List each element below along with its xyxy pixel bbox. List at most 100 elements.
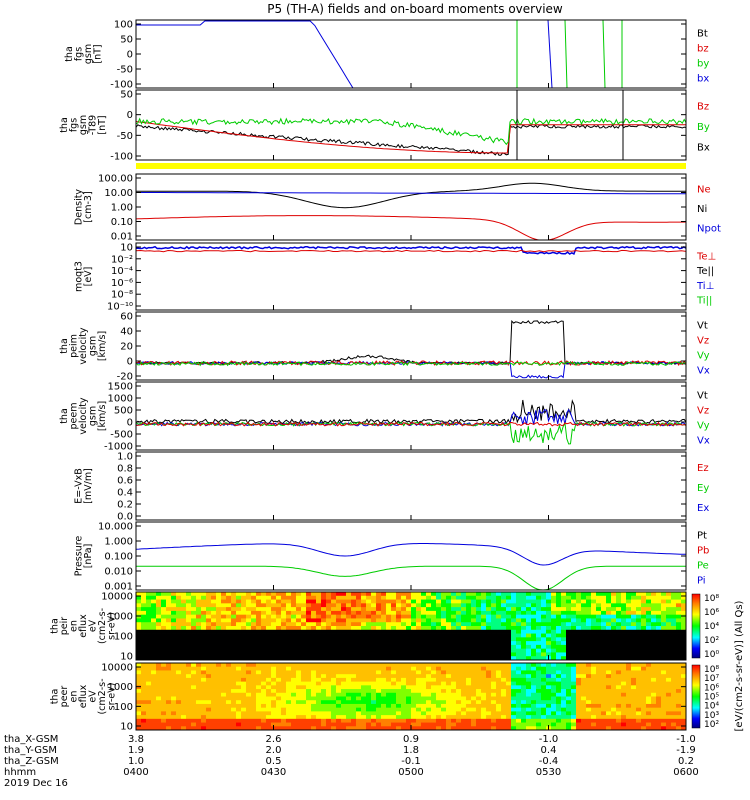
y-tick-label: 1500 (108, 382, 133, 393)
y-tick-label: 0 (127, 110, 133, 121)
legend-label: Vy (697, 421, 710, 432)
time-tick-label: 0600 (673, 767, 698, 778)
y-tick-label: 100.00 (98, 174, 133, 185)
ephemeris-value: 0.9 (403, 734, 419, 745)
ephemeris-row-label: tha_Z-GSM (4, 756, 59, 767)
y-tick-label: 10 (120, 722, 133, 733)
y-tick-label: 60 (120, 312, 133, 323)
panel-frame (135, 311, 687, 381)
y-axis-label: tha (64, 46, 75, 62)
legend-label: Vx (697, 436, 710, 447)
y-axis-label: velocity (78, 327, 89, 365)
y-axis-label: sr-eV) (107, 612, 118, 640)
y-axis-label: [km/s] (97, 331, 108, 361)
y-axis-label: gsm (83, 44, 94, 64)
y-tick-label: 50 (120, 35, 133, 46)
panel-3: 100.00 10.00 1.00 0.10 0.01 Density[cm-3] Ne Ni… (73, 173, 721, 243)
ephemeris-value: 1.8 (403, 745, 419, 756)
y-axis-label: eflux (78, 684, 89, 708)
y-axis-label: peem (69, 403, 80, 430)
panel-7: 1.00.80.60.40.20.0 E=-VxB[mV/m] Ez Ey Ex (73, 451, 709, 523)
y-axis-label: fgs (73, 47, 84, 61)
y-axis-label: (cm2-s- (97, 678, 108, 714)
panel-9: 10⁸ 10⁶ 10⁴ 10² 10⁰ [eV/(cm2-s-sr-eV)] (All Q… (50, 591, 745, 731)
panel-frame (135, 521, 687, 591)
date-label: 2019 Dec 16 (4, 778, 68, 789)
y-tick-label: 0.8 (117, 464, 133, 475)
y-axis-label: tha (59, 338, 70, 354)
y-axis-label: tha (50, 618, 61, 634)
legend-label: Pe (697, 561, 709, 572)
y-axis-label: tha (59, 408, 70, 424)
y-axis-label: gsm (88, 336, 99, 356)
legend-label: Vz (697, 406, 709, 417)
y-tick-label: 0.6 (117, 476, 133, 487)
y-tick-label: 0 (127, 418, 133, 429)
ephemeris-row-label: tha_Y-GSM (4, 745, 57, 756)
series-te-perp (136, 249, 686, 253)
y-tick-label: 0.2 (117, 500, 133, 511)
y-tick-label: 10.000 (98, 522, 133, 533)
colorbar-label: [eV/(cm2-s-sr-eV)] (All Qs) (734, 600, 745, 731)
y-tick-label: 20 (120, 342, 133, 353)
legend-label: Pt (697, 531, 707, 542)
series-vz (136, 421, 686, 427)
legend-label: Npot (697, 223, 721, 234)
ephemeris-row-label: tha_X-GSM (4, 734, 58, 745)
y-axis-label: moqt3 (73, 261, 84, 292)
colorbar-tick-label: 10³ (704, 711, 719, 721)
y-axis-label: Pressure (73, 536, 84, 577)
ephemeris-value: -0.4 (539, 756, 559, 767)
series-pe (136, 565, 686, 590)
ephemeris-value: -0.1 (401, 756, 421, 767)
series-vy (136, 421, 686, 445)
y-tick-label: 0.010 (104, 567, 133, 578)
y-tick-label: 0.001 (104, 582, 133, 593)
y-axis-label: tha (50, 689, 61, 705)
time-tick-label: 0430 (261, 767, 286, 778)
legend-label: Bx (697, 143, 710, 154)
y-tick-label: 10 (120, 243, 133, 254)
y-axis-label: [cm-3] (83, 191, 94, 222)
time-tick-label: 0530 (536, 767, 561, 778)
y-axis-label: Density (73, 189, 84, 225)
series-npot (136, 192, 686, 195)
panel-8: 10.000 1.000 0.100 0.010 0.001 Pressure[nPa] P… (73, 521, 709, 593)
legend-label: bz (697, 44, 709, 55)
colorbar-tick-label: 10² (704, 636, 719, 646)
spectrogram-9 (136, 592, 686, 660)
colorbar-tick-label: 10⁰ (704, 650, 719, 660)
colorbar-gradient (691, 664, 701, 729)
y-axis-label: [eV] (83, 267, 94, 287)
legend-label: Bz (697, 101, 709, 112)
colorbar-9: 10⁸ 10⁶ 10⁴ 10² 10⁰ [eV/(cm2-s-sr-eV)] (All Q… (691, 593, 745, 731)
legend-label: Ti|| (696, 296, 712, 307)
y-tick-label: -100 (110, 152, 133, 163)
legend-label: Pb (697, 546, 709, 557)
series-bx-spike (547, 20, 553, 88)
colorbar-tick-label: 10⁸ (704, 665, 719, 675)
y-tick-label: 0 (127, 357, 133, 368)
colorbar-tick-label: 10⁵ (704, 693, 719, 703)
legend-label: Ey (697, 483, 709, 494)
y-axis-label: [nT] (97, 115, 108, 134)
y-tick-label: 10⁻⁴ (111, 266, 133, 277)
y-axis-label: en (69, 620, 80, 632)
legend-label: Te|| (696, 266, 714, 277)
y-axis-label: sr-eV) (107, 683, 118, 711)
series-bz (136, 121, 686, 154)
series-vt (136, 320, 686, 366)
y-tick-label: 0.0 (117, 512, 133, 523)
y-tick-label: -1000 (104, 442, 133, 453)
series-pi (136, 543, 686, 566)
panel-frame (135, 451, 687, 521)
y-axis-label: [mV/m] (83, 468, 94, 504)
colorbar-tick-label: 10⁴ (704, 702, 719, 712)
series-vy (136, 361, 686, 367)
colorbar-tick-label: 10⁶ (704, 608, 719, 618)
series-ni (136, 182, 686, 209)
y-tick-label: 0.100 (104, 552, 133, 563)
